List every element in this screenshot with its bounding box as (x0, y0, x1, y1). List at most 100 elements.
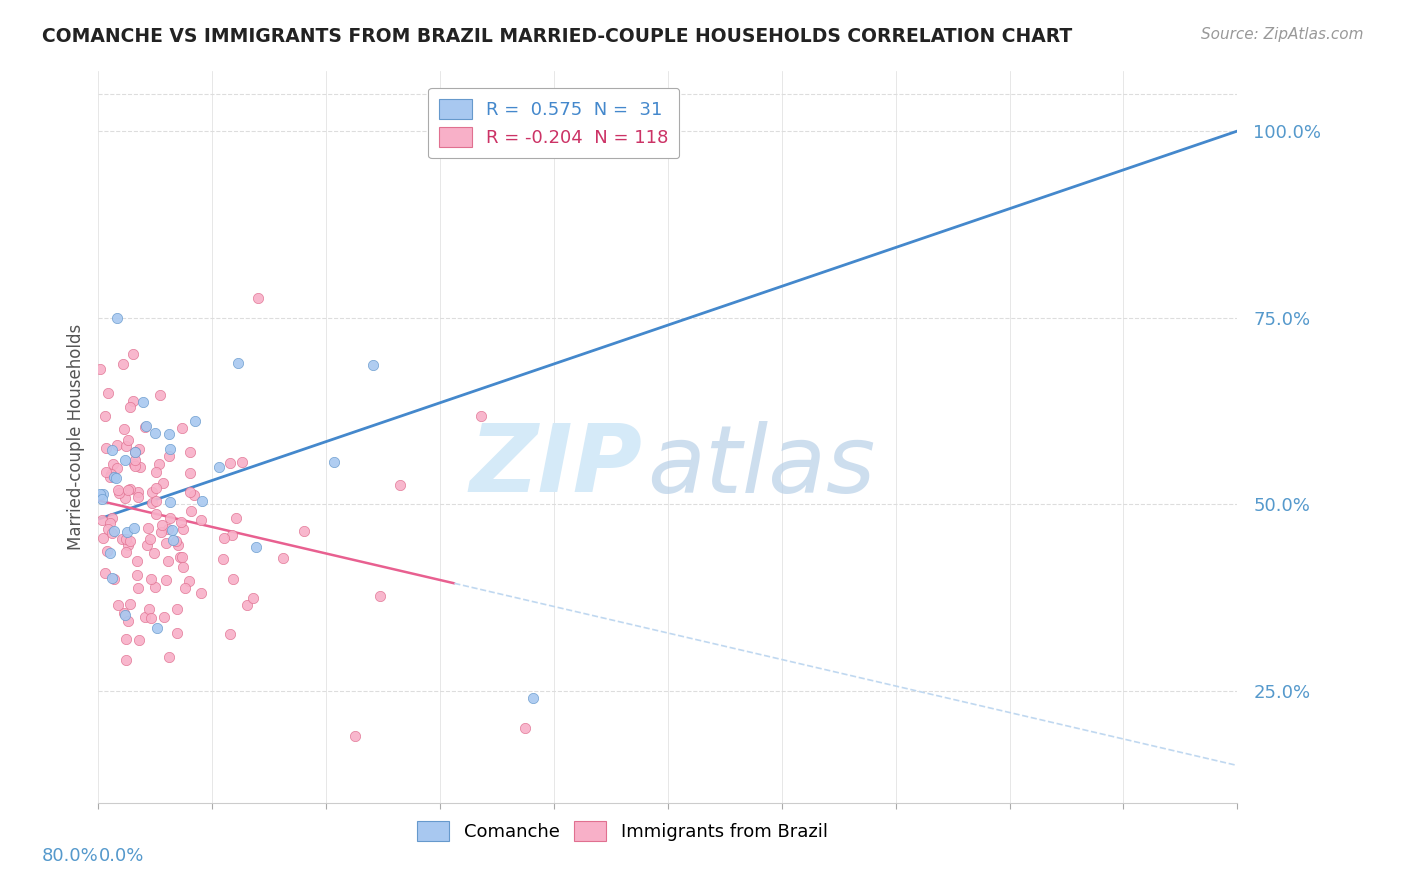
Point (115, 653, 138, 667)
Point (145, 494, 167, 508)
Point (150, 524, 173, 539)
Point (145, 481, 167, 495)
Point (231, 454, 253, 468)
Point (143, 425, 166, 440)
Point (117, 483, 139, 497)
Point (245, 540, 267, 554)
Point (97, 386, 120, 401)
Point (96, 465, 118, 479)
Point (125, 554, 148, 568)
Point (120, 597, 142, 611)
Point (343, 729, 366, 743)
Point (105, 437, 128, 451)
Point (159, 511, 181, 525)
Point (148, 457, 170, 471)
Point (118, 483, 141, 497)
Point (114, 439, 136, 453)
Point (157, 649, 180, 664)
Point (169, 515, 191, 529)
Point (134, 610, 156, 624)
Point (124, 453, 146, 467)
Point (184, 414, 207, 428)
Point (114, 533, 136, 547)
Point (177, 574, 200, 589)
Point (172, 421, 194, 435)
Point (246, 291, 269, 305)
Point (103, 572, 125, 586)
Point (235, 598, 257, 612)
Legend: Comanche, Immigrants from Brazil: Comanche, Immigrants from Brazil (409, 814, 835, 848)
Point (139, 572, 162, 586)
Point (131, 395, 153, 409)
Point (138, 602, 160, 616)
Point (93, 409, 115, 423)
Point (153, 609, 176, 624)
Point (128, 633, 150, 648)
Point (122, 346, 145, 360)
Point (212, 531, 235, 545)
Point (90, 514, 112, 528)
Point (145, 507, 167, 521)
Point (127, 484, 149, 499)
Y-axis label: Married-couple Households: Married-couple Households (66, 324, 84, 550)
Point (118, 533, 141, 548)
Point (100, 525, 122, 540)
Point (115, 524, 138, 539)
Point (89, 487, 111, 501)
Point (143, 545, 166, 559)
Text: COMANCHE VS IMMIGRANTS FROM BRAZIL MARRIED-COUPLE HOUSEHOLDS CORRELATION CHART: COMANCHE VS IMMIGRANTS FROM BRAZIL MARRI… (42, 27, 1073, 45)
Point (91, 532, 114, 546)
Point (141, 496, 163, 510)
Point (138, 532, 160, 546)
Point (118, 400, 141, 414)
Point (124, 445, 146, 459)
Point (522, 691, 544, 706)
Point (221, 527, 243, 541)
Point (145, 580, 167, 594)
Point (292, 524, 315, 539)
Point (101, 511, 124, 525)
Point (190, 493, 212, 508)
Point (180, 504, 202, 518)
Point (190, 586, 212, 600)
Point (159, 442, 181, 456)
Point (271, 550, 294, 565)
Point (104, 471, 127, 485)
Point (152, 476, 174, 491)
Point (96, 544, 118, 558)
Text: 0.0%: 0.0% (98, 847, 143, 864)
Point (135, 419, 157, 434)
Point (98, 546, 121, 560)
Point (166, 625, 188, 640)
Point (125, 568, 148, 582)
Point (100, 571, 122, 585)
Point (127, 581, 149, 595)
Point (179, 466, 201, 480)
Point (114, 608, 136, 623)
Point (124, 459, 146, 474)
Point (134, 419, 156, 434)
Point (152, 517, 174, 532)
Point (98, 470, 121, 484)
Point (115, 632, 138, 646)
Point (117, 538, 139, 552)
Text: atlas: atlas (647, 421, 876, 512)
Text: 80.0%: 80.0% (42, 847, 98, 864)
Point (122, 457, 145, 471)
Point (136, 521, 159, 535)
Point (114, 491, 136, 505)
Point (108, 486, 131, 500)
Point (122, 520, 145, 534)
Point (127, 490, 149, 504)
Point (128, 442, 150, 456)
Point (98, 516, 121, 531)
Point (100, 467, 122, 481)
Point (179, 485, 201, 500)
Point (167, 538, 190, 552)
Point (323, 455, 346, 469)
Point (103, 524, 125, 539)
Point (165, 534, 187, 549)
Point (112, 607, 135, 621)
Point (160, 523, 183, 537)
Point (112, 422, 135, 436)
